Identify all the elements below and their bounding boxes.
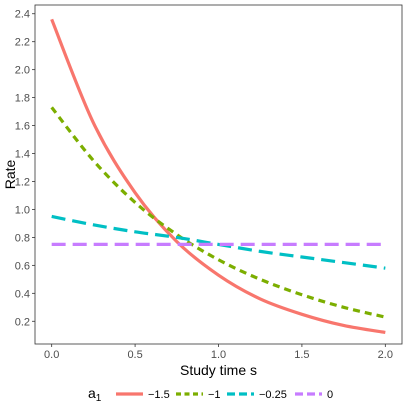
legend-label: −1.5 xyxy=(148,389,170,401)
y-tick-label: 0.4 xyxy=(15,288,30,300)
y-tick-label: 1.2 xyxy=(15,176,30,188)
y-tick-label: 2.0 xyxy=(15,65,30,77)
y-tick-label: 1.0 xyxy=(15,204,30,216)
series-line-1 xyxy=(50,18,386,335)
y-tick-label: 2.2 xyxy=(15,37,30,49)
y-tick-label: 2.4 xyxy=(15,9,30,21)
series-layer xyxy=(50,18,386,335)
y-tick-label: 1.8 xyxy=(15,93,30,105)
x-axis-title: Study time s xyxy=(180,362,257,378)
y-tick-label: 0.8 xyxy=(15,232,30,244)
x-tick-label: 1.5 xyxy=(294,349,309,361)
x-tick-label: 2.0 xyxy=(378,349,393,361)
y-tick-label: 0.6 xyxy=(15,260,30,272)
legend-item: −1.5 xyxy=(116,389,170,401)
y-axis-title: Rate xyxy=(2,160,18,190)
legend: a1 −1.5 −1 −0.25 0 xyxy=(88,385,333,404)
legend-items: −1.5 −1 −0.25 0 xyxy=(116,389,333,401)
x-tick-label: 1.0 xyxy=(211,349,226,361)
legend-label: −0.25 xyxy=(259,389,287,401)
series-line-2 xyxy=(50,106,386,319)
x-tick-label: 0.0 xyxy=(44,349,59,361)
legend-item: −1 xyxy=(176,389,221,401)
y-tick-label: 1.6 xyxy=(15,121,30,133)
legend-label: −1 xyxy=(208,389,221,401)
legend-item: 0 xyxy=(295,389,333,401)
legend-title-main: a xyxy=(88,385,96,401)
y-axis: 0.2 0.4 0.6 0.8 1.0 1.2 1.4 1.6 1.8 2.0 2.2 2.4 xyxy=(15,9,35,328)
x-tick-label: 0.5 xyxy=(127,349,142,361)
legend-title-subscript: 1 xyxy=(96,393,102,404)
series-line-3 xyxy=(51,214,386,270)
legend-label: 0 xyxy=(327,389,333,401)
x-axis: 0.0 0.5 1.0 1.5 2.0 xyxy=(44,344,393,361)
y-tick-label: 1.4 xyxy=(15,149,30,161)
legend-title: a1 xyxy=(88,385,102,404)
y-tick-label: 0.2 xyxy=(15,316,30,328)
legend-item: −0.25 xyxy=(227,389,287,401)
